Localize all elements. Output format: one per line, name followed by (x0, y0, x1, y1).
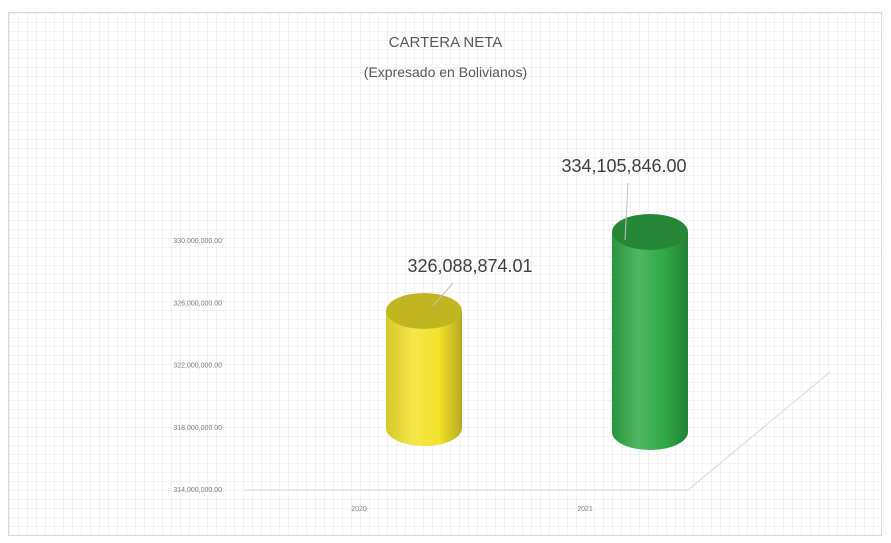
chart-title: CARTERA NETA (388, 34, 503, 51)
data-label: 334,105,846.00 (561, 156, 686, 176)
leader-line (432, 282, 454, 307)
floor-side-edge (687, 371, 831, 491)
bar-body (612, 232, 688, 450)
y-tick-label: 322,000,000.00 (173, 363, 222, 370)
x-tick-label: 2021 (577, 506, 593, 513)
bar-top (612, 214, 688, 250)
y-tick-label: 330,000,000.00 (173, 238, 222, 245)
y-tick-label: 326,000,000.00 (173, 300, 222, 307)
bar-2021 (612, 214, 688, 450)
chart-subtitle: (Expresado en Bolivianos) (363, 64, 528, 80)
x-tick-label: 2020 (351, 506, 367, 513)
chart-area (8, 12, 882, 536)
data-label: 326,088,874.01 (407, 256, 532, 276)
bar-body (386, 311, 462, 446)
leader-line (624, 182, 629, 241)
y-tick-label: 318,000,000.00 (173, 425, 222, 432)
bar-top (386, 293, 462, 329)
y-tick-label: 314,000,000.00 (173, 487, 222, 494)
bar-2020 (386, 293, 462, 446)
